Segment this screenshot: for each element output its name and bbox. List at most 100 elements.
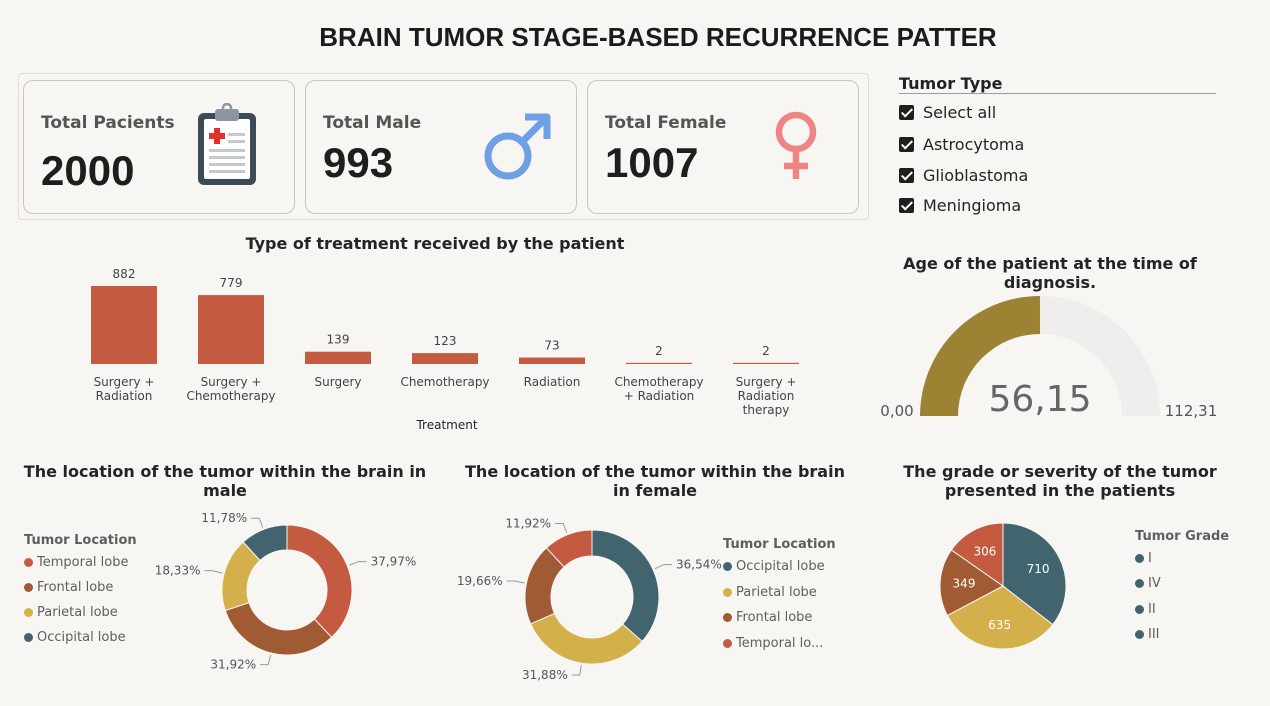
legend-item[interactable]: III [1135,627,1160,642]
kpi-label-male: Total Male [323,113,422,133]
legend-label: Occipital lobe [736,559,825,574]
legend-label: Occipital lobe [37,630,126,645]
slicer-item-astrocytoma[interactable]: Astrocytoma [899,135,1024,154]
female-location-title: The location of the tumor within the bra… [465,462,845,500]
treatment-bar[interactable] [91,286,157,364]
legend-label: Frontal lobe [37,580,114,595]
bar-value-label: 779 [220,276,243,290]
kpi-label-patients: Total Pacients [41,113,175,133]
slicer-item-glioblastoma[interactable]: Glioblastoma [899,166,1028,185]
bar-category-label: Surgery + Chemotherapy [186,375,275,403]
legend-item[interactable]: Parietal lobe [24,605,118,620]
treatment-chart-title: Type of treatment received by the patien… [245,234,625,253]
legend-item[interactable]: Parietal lobe [723,585,817,600]
legend-item[interactable]: Temporal lo... [723,636,823,651]
legend-dot-icon [1135,604,1144,614]
female-location-donut: 36,54% 31,88% 19,66% 11,92% [457,516,722,682]
leader-line [204,570,223,574]
pie-slice-label: 11,92% [505,516,551,530]
bar-category-label: Chemotherapy + Radiation [614,375,703,403]
gauge-value: 56,15 [988,379,1091,420]
kpi-card-patients[interactable]: Total Pacients 2000 [23,80,295,214]
legend-item[interactable]: Frontal lobe [723,610,812,625]
bar-category-label: Surgery [315,375,362,389]
male-location-donut: 37,97% 31,92% 18,33% 11,78% [155,511,417,672]
slicer-item-label: Select all [923,102,997,122]
legend-item[interactable]: Temporal lobe [24,555,128,570]
legend-label: Temporal lobe [37,555,129,570]
kpi-label-female: Total Female [605,113,727,133]
slicer-item-select-all[interactable]: Select all [899,102,997,122]
legend-label: Parietal lobe [736,584,817,600]
legend-item[interactable]: II [1135,602,1156,617]
checkbox-checked-icon[interactable] [899,167,914,183]
legend-item[interactable]: Frontal lobe [24,580,113,595]
treatment-bar[interactable] [412,353,478,364]
legend-item[interactable]: IV [1135,576,1161,591]
leader-line [349,561,367,566]
treatment-bar[interactable] [733,362,799,364]
checkbox-checked-icon[interactable] [899,197,914,213]
pie-slice[interactable] [939,549,1004,617]
pie-slice[interactable] [286,524,353,639]
treatment-bar[interactable] [626,362,692,364]
pie-slice-label: 635 [988,618,1011,632]
pie-slice[interactable] [224,601,333,656]
legend-dot-icon [24,558,33,567]
pie-slice-label: 31,88% [522,668,568,682]
age-chart-title: Age of the patient at the time of diagno… [903,254,1197,292]
clipboard-icon [198,103,256,185]
pie-slice[interactable] [591,529,660,643]
pie-slice[interactable] [950,522,1004,587]
pie-slice-label: 36,54% [676,558,722,572]
legend-dot-icon [1135,554,1144,563]
legend-label: Temporal lo... [736,635,824,651]
pie-slice-label: 19,66% [457,574,503,588]
grade-pie: 710 635 349 306 [939,522,1067,650]
checkbox-checked-icon[interactable] [899,104,914,120]
kpi-card-female[interactable]: Total Female 1007 [587,80,859,214]
leader-line [555,522,568,533]
treatment-bar[interactable] [198,295,264,364]
slicer-title: Tumor Type [899,74,1003,93]
bar-value-label: 2 [762,344,770,358]
slicer-item-meningioma[interactable]: Meningioma [899,196,1021,215]
treatment-bar[interactable] [519,357,585,364]
legend-label: III [1148,626,1160,642]
male-location-title: The location of the tumor within the bra… [23,462,427,500]
gauge-min-label: 0,00 [880,402,913,420]
treatment-bar[interactable] [305,351,371,364]
male-symbol-icon [484,113,551,180]
bar-value-label: 2 [655,344,663,358]
kpi-card-male[interactable]: Total Male 993 [305,80,577,214]
legend-dot-icon [723,587,732,597]
kpi-value-female: 1007 [605,139,699,186]
legend-dot-icon [723,613,732,622]
slicer-divider [899,93,1216,94]
pie-slice[interactable] [545,529,593,568]
age-gauge: 56,15 0,00 112,31 [880,296,1218,420]
pie-slice[interactable] [242,524,288,562]
leader-line [260,654,272,666]
leader-line [571,665,582,676]
grade-legend-title: Tumor Grade [1135,529,1230,544]
legend-dot-icon [723,562,732,571]
pie-slice[interactable] [1002,522,1067,626]
pie-slice-label: 31,92% [210,658,256,672]
female-legend-title: Tumor Location [723,537,836,552]
legend-item[interactable]: Occipital lobe [723,559,825,574]
legend-dot-icon [723,638,732,648]
bar-value-label: 73 [544,339,559,353]
pie-slice-label: 710 [1027,562,1050,576]
legend-label: I [1148,551,1152,566]
kpi-panel [18,73,869,220]
checkbox-checked-icon[interactable] [899,136,914,152]
bar-value-label: 123 [434,334,457,348]
gauge-max-label: 112,31 [1165,402,1218,420]
pie-slice-label: 11,78% [201,511,247,525]
legend-item[interactable]: I [1135,551,1152,566]
legend-item[interactable]: Occipital lobe [24,630,126,645]
legend-dot-icon [24,583,33,592]
kpi-value-male: 993 [323,139,394,186]
bar-value-label: 882 [113,267,136,281]
